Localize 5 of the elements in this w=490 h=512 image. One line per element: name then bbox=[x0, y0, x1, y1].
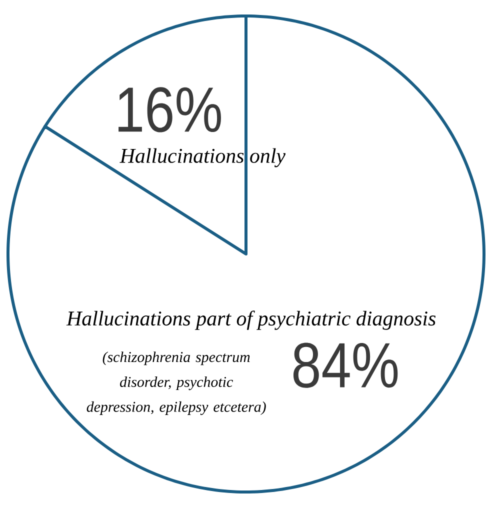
text: (schizophrenia spectrum disorder, psychotic depression, epilepsy etcetera) bbox=[86, 352, 266, 415]
slice-label: Hallucinations only bbox=[120, 148, 286, 168]
data-label: 84% bbox=[293, 342, 398, 388]
data-label: 16% bbox=[118, 87, 221, 132]
slice-label: Hallucinations part of psychiatric diagnosis bbox=[66, 310, 436, 330]
